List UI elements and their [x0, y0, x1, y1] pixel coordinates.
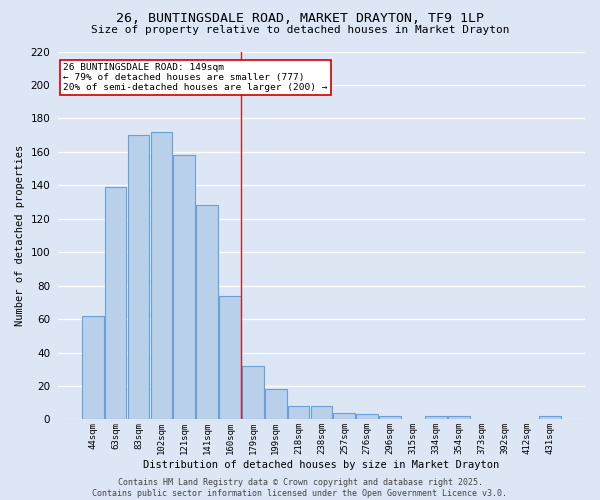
- Y-axis label: Number of detached properties: Number of detached properties: [15, 145, 25, 326]
- Bar: [448, 416, 470, 420]
- Bar: [242, 366, 264, 420]
- Bar: [151, 132, 172, 420]
- X-axis label: Distribution of detached houses by size in Market Drayton: Distribution of detached houses by size …: [143, 460, 500, 470]
- Bar: [219, 296, 241, 420]
- Text: Contains HM Land Registry data © Crown copyright and database right 2025.
Contai: Contains HM Land Registry data © Crown c…: [92, 478, 508, 498]
- Bar: [334, 412, 355, 420]
- Bar: [82, 316, 104, 420]
- Bar: [173, 155, 195, 419]
- Bar: [196, 206, 218, 420]
- Bar: [425, 416, 446, 420]
- Bar: [311, 406, 332, 419]
- Text: Size of property relative to detached houses in Market Drayton: Size of property relative to detached ho…: [91, 25, 509, 35]
- Bar: [379, 416, 401, 420]
- Bar: [265, 390, 287, 420]
- Text: 26 BUNTINGSDALE ROAD: 149sqm
← 79% of detached houses are smaller (777)
20% of s: 26 BUNTINGSDALE ROAD: 149sqm ← 79% of de…: [63, 62, 328, 92]
- Bar: [128, 135, 149, 420]
- Bar: [288, 406, 310, 419]
- Bar: [539, 416, 561, 420]
- Text: 26, BUNTINGSDALE ROAD, MARKET DRAYTON, TF9 1LP: 26, BUNTINGSDALE ROAD, MARKET DRAYTON, T…: [116, 12, 484, 26]
- Bar: [105, 187, 127, 420]
- Bar: [356, 414, 378, 420]
